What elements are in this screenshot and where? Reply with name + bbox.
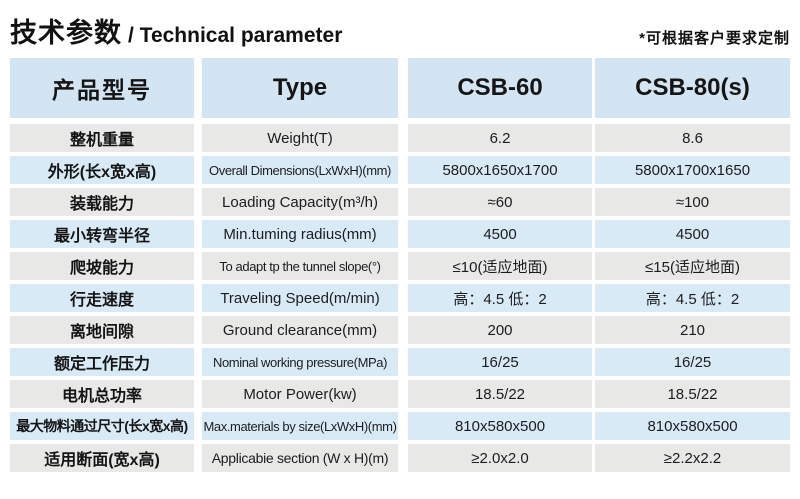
param-name-zh: 离地间隙 [10,316,194,344]
param-name-zh: 装载能力 [10,188,194,216]
table-row-loading-capacity: 装载能力 Loading Capacity(m³/h) ≈60 ≈100 [10,188,790,216]
value-csb80: 18.5/22 [595,380,790,408]
value-csb80: 4500 [595,220,790,248]
value-csb80: 5800x1700x1650 [595,156,790,184]
table-row-weight: 整机重量 Weight(T) 6.2 8.6 [10,124,790,152]
param-name-zh: 最小转弯半径 [10,220,194,248]
param-name-en: Applicabie section (W x H)(m) [202,444,398,472]
value-csb80: 810x580x500 [595,412,790,440]
table-row-motor-power: 电机总功率 Motor Power(kw) 18.5/22 18.5/22 [10,380,790,408]
table-row-nominal-pressure: 额定工作压力 Nominal working pressure(MPa) 16/… [10,348,790,376]
page-title-zh: 技术参数 [10,18,122,48]
spec-table: 产品型号 Type CSB-60 CSB-80(s) 整机重量 Weight(T… [10,58,790,472]
value-csb80: 16/25 [595,348,790,376]
param-name-en: To adapt tp the tunnel slope(°) [202,252,398,280]
value-csb60: ≤10(适应地面) [408,252,592,280]
param-name-zh: 最大物料通过尺寸(长x宽x高) [10,412,194,440]
param-name-en: Max.materials by size(LxWxH)(mm) [202,412,398,440]
param-name-zh: 适用断面(宽x高) [10,444,194,472]
table-header-row: 产品型号 Type CSB-60 CSB-80(s) [10,58,790,118]
value-csb60: 5800x1650x1700 [408,156,592,184]
param-name-en: Traveling Speed(m/min) [202,284,398,312]
topbar: 技术参数 / Technical parameter *可根据客户要求定制 [0,0,800,58]
table-row-ground-clearance: 离地间隙 Ground clearance(mm) 200 210 [10,316,790,344]
value-csb60: 200 [408,316,592,344]
param-name-en: Motor Power(kw) [202,380,398,408]
header-product-model: 产品型号 [10,58,194,118]
customization-note: *可根据客户要求定制 [639,30,790,47]
param-name-zh: 电机总功率 [10,380,194,408]
header-type: Type [202,58,398,118]
value-csb80: ≤15(适应地面) [595,252,790,280]
table-row-overall-dimensions: 外形(长x宽x高) Overall Dimensions(LxWxH)(mm) … [10,156,790,184]
page-title: 技术参数 / Technical parameter [10,11,342,50]
table-row-traveling-speed: 行走速度 Traveling Speed(m/min) 高：4.5 低：2 高：… [10,284,790,312]
table-row-max-material-size: 最大物料通过尺寸(长x宽x高) Max.materials by size(Lx… [10,412,790,440]
param-name-en: Ground clearance(mm) [202,316,398,344]
value-csb80: ≥2.2x2.2 [595,444,790,472]
value-csb80: ≈100 [595,188,790,216]
param-name-en: Min.tuming radius(mm) [202,220,398,248]
param-name-zh: 外形(长x宽x高) [10,156,194,184]
value-csb60: 16/25 [408,348,592,376]
value-csb60: 6.2 [408,124,592,152]
param-name-en: Overall Dimensions(LxWxH)(mm) [202,156,398,184]
table-row-min-turning-radius: 最小转弯半径 Min.tuming radius(mm) 4500 4500 [10,220,790,248]
param-name-zh: 行走速度 [10,284,194,312]
value-csb60: ≈60 [408,188,592,216]
header-csb80: CSB-80(s) [595,58,790,118]
value-csb60: 高：4.5 低：2 [408,284,592,312]
param-name-en: Nominal working pressure(MPa) [202,348,398,376]
page-title-en: / Technical parameter [128,24,343,47]
param-name-zh: 额定工作压力 [10,348,194,376]
table-body: 整机重量 Weight(T) 6.2 8.6 外形(长x宽x高) Overall… [10,124,790,472]
value-csb60: ≥2.0x2.0 [408,444,592,472]
param-name-zh: 爬坡能力 [10,252,194,280]
header-csb60: CSB-60 [408,58,592,118]
value-csb60: 4500 [408,220,592,248]
value-csb60: 18.5/22 [408,380,592,408]
param-name-en: Weight(T) [202,124,398,152]
table-row-applicable-section: 适用断面(宽x高) Applicabie section (W x H)(m) … [10,444,790,472]
value-csb80: 8.6 [595,124,790,152]
value-csb80: 高：4.5 低：2 [595,284,790,312]
table-row-tunnel-slope: 爬坡能力 To adapt tp the tunnel slope(°) ≤10… [10,252,790,280]
value-csb80: 210 [595,316,790,344]
param-name-zh: 整机重量 [10,124,194,152]
param-name-en: Loading Capacity(m³/h) [202,188,398,216]
value-csb60: 810x580x500 [408,412,592,440]
